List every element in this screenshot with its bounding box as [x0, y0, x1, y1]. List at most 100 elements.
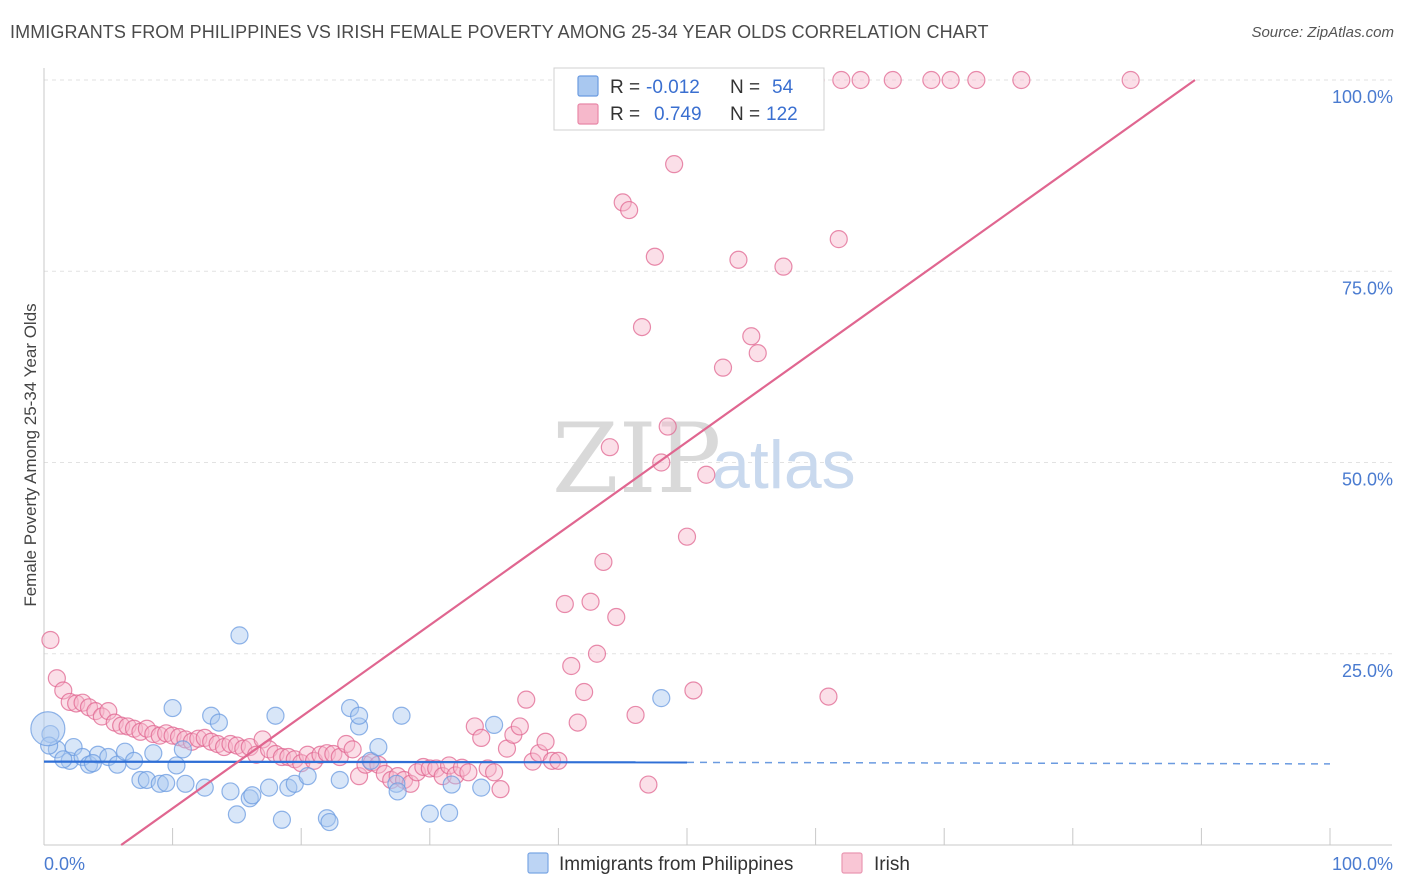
point-irish-65 [459, 763, 478, 782]
point-irish-114 [922, 70, 941, 90]
point-irish-116 [967, 70, 986, 90]
point-irish-77 [536, 732, 555, 751]
point-irish-42 [311, 745, 330, 764]
point-philippines-3 [64, 737, 83, 757]
point-irish-88 [607, 607, 626, 627]
watermark-atlas: atlas [712, 427, 856, 503]
point-irish-9 [99, 702, 118, 721]
point-irish-115 [941, 70, 960, 90]
point-irish-99 [684, 681, 703, 700]
series-legend: Immigrants from Philippines Irish [527, 852, 910, 875]
point-irish-81 [562, 656, 581, 676]
point-philippines-15 [157, 773, 176, 793]
point-philippines-19 [176, 774, 195, 793]
y-tick-labels: 25.0% 50.0% 75.0% 100.0% [1332, 87, 1393, 681]
legend-swatch-irish [577, 103, 599, 125]
point-philippines-18 [173, 740, 192, 759]
point-philippines-33 [298, 767, 317, 786]
point-irish-113 [883, 70, 902, 90]
point-philippines-40 [361, 751, 380, 770]
point-philippines-47 [442, 775, 461, 794]
point-irish-67 [472, 728, 491, 748]
point-irish-79 [549, 751, 568, 770]
legend-r-value-philippines: -0.012 [646, 77, 700, 98]
y-tick-label-1: 50.0% [1342, 470, 1393, 490]
point-philippines-14 [150, 774, 169, 793]
legend-r-value-irish: 0.749 [654, 104, 702, 125]
trend-line-philippines [43, 760, 688, 764]
point-irish-92 [632, 317, 652, 337]
point-irish-118 [1121, 70, 1140, 90]
point-irish-112 [851, 70, 870, 90]
watermark: ZIP atlas [552, 403, 856, 515]
point-irish-80 [555, 594, 574, 614]
point-irish-94 [645, 247, 664, 266]
legend-box [553, 67, 825, 131]
y-tick-label-3: 100.0% [1332, 87, 1393, 107]
point-irish-104 [748, 344, 767, 363]
point-philippines-23 [221, 782, 240, 801]
point-philippines-27 [243, 786, 262, 805]
point-philippines-39 [349, 706, 369, 725]
point-philippines-53 [83, 754, 102, 773]
series-legend-label-irish: Irish [874, 854, 910, 875]
point-irish-2 [54, 681, 73, 700]
point-philippines-26 [240, 789, 259, 808]
point-philippines-41 [369, 737, 388, 757]
point-irish-86 [594, 552, 613, 572]
correlation-legend: R = -0.012 N = 54 R = 0.749 N = 122 [553, 67, 825, 131]
point-philippines-36 [330, 770, 349, 790]
point-philippines-13 [144, 744, 163, 763]
point-irish-105 [774, 257, 793, 276]
point-irish-103 [742, 327, 761, 346]
point-irish-111 [832, 70, 851, 90]
gridlines [44, 79, 1392, 655]
chart-source: Source: ZipAtlas.com [1251, 24, 1394, 41]
legend-n-value-philippines: 54 [772, 77, 794, 98]
point-irish-16 [144, 724, 163, 744]
legend-n-label-2: N = [730, 104, 760, 125]
point-irish-102 [729, 250, 748, 269]
y-tick-label-0: 25.0% [1342, 661, 1393, 681]
legend-n-value-irish: 122 [766, 104, 798, 125]
point-irish-85 [587, 644, 607, 663]
point-philippines-22 [209, 713, 228, 732]
point-philippines-44 [392, 706, 411, 725]
point-irish-96 [658, 417, 677, 436]
point-philippines-43 [388, 782, 407, 801]
point-philippines-large [30, 711, 66, 747]
point-irish-101 [713, 358, 733, 377]
point-philippines-38 [349, 717, 369, 736]
point-philippines-25 [230, 626, 249, 645]
point-philippines-52 [54, 750, 73, 769]
point-philippines-16 [163, 698, 182, 718]
point-irish-70 [491, 780, 510, 799]
x-tick-labels: 0.0% 100.0% [44, 854, 1393, 874]
point-irish-0 [41, 630, 60, 650]
point-philippines-24 [227, 805, 246, 824]
point-irish-106 [819, 687, 838, 706]
legend-swatch-philippines [577, 75, 599, 97]
point-irish-78 [542, 751, 562, 770]
data-points [30, 70, 1140, 832]
point-philippines-45 [420, 804, 439, 823]
point-philippines-28 [259, 778, 279, 797]
point-philippines-42 [387, 774, 406, 793]
point-irish-93 [639, 775, 658, 794]
point-philippines-49 [485, 715, 504, 734]
point-irish-74 [517, 690, 536, 709]
point-irish-117 [1012, 70, 1031, 90]
point-philippines-35 [320, 812, 339, 832]
x-tick-label-min: 0.0% [44, 854, 85, 874]
x-tick-label-max: 100.0% [1332, 854, 1393, 874]
y-tick-label-2: 75.0% [1342, 278, 1393, 298]
point-philippines-48 [472, 778, 491, 797]
y-axis-title: Female Poverty Among 25-34 Year Olds [21, 303, 40, 606]
series-legend-label-philippines: Immigrants from Philippines [559, 854, 793, 875]
point-irish-5 [73, 693, 92, 712]
point-philippines-46 [439, 803, 459, 822]
point-irish-66 [465, 717, 484, 736]
point-irish-98 [677, 527, 697, 546]
point-philippines-50 [652, 689, 671, 708]
